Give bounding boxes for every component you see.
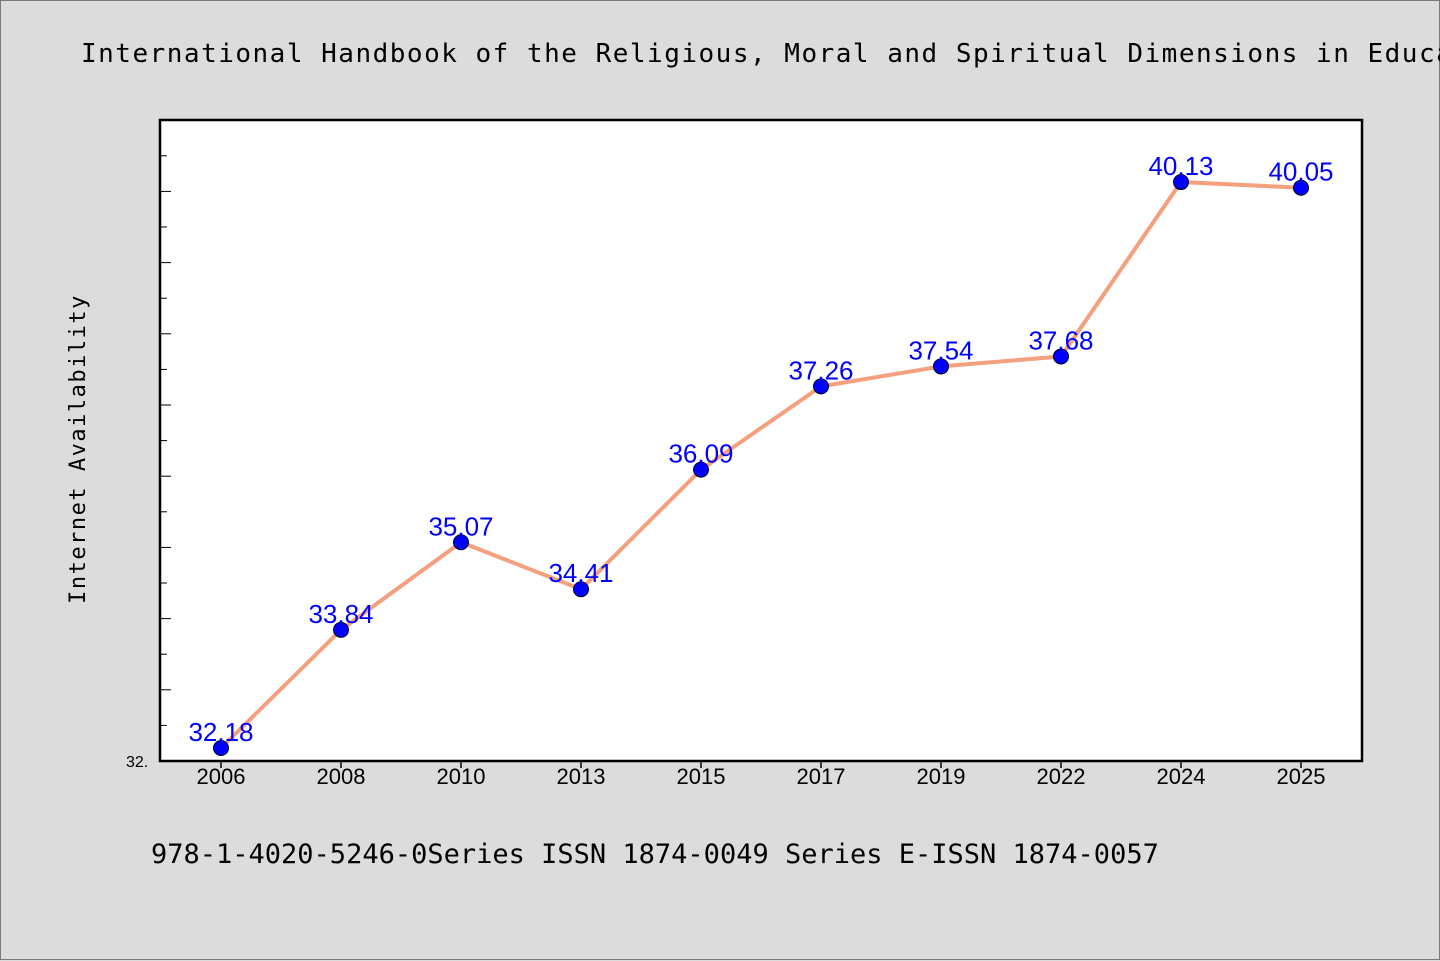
data-labels: 32.18 33.84 35.07 34.41 36.09 37.26 37.54 37.68… xyxy=(188,151,1333,747)
data-point xyxy=(693,461,709,478)
chart-title: International Handbook of the Religious,… xyxy=(81,39,1440,69)
data-label: 36.09 xyxy=(668,439,733,469)
data-label: 37.54 xyxy=(908,335,973,365)
series-line xyxy=(219,180,1302,750)
data-label: 33.84 xyxy=(308,599,373,629)
data-point xyxy=(213,740,229,756)
footer-identifiers: 978-1-4020-5246-0Series ISSN 1874-0049 S… xyxy=(151,839,1159,870)
data-label: 40.05 xyxy=(1268,157,1333,187)
data-label: 32.18 xyxy=(188,717,253,747)
x-tick-label: 2010 xyxy=(437,764,486,789)
x-axis-tick-labels: 2006 2008 2010 2013 2015 2017 2019 2022 2024 2025 xyxy=(197,764,1326,789)
x-tick-label: 2022 xyxy=(1037,764,1086,789)
data-label: 40.13 xyxy=(1148,151,1213,181)
data-point xyxy=(573,581,589,598)
data-point xyxy=(813,378,829,395)
x-tick-label: 2013 xyxy=(557,764,606,789)
y-axis-label: Internet Availability xyxy=(66,294,91,604)
data-point xyxy=(933,358,949,375)
data-label: 37.26 xyxy=(788,355,853,385)
x-tick-label: 2019 xyxy=(917,764,966,789)
data-point xyxy=(1053,348,1069,365)
data-point xyxy=(333,621,349,638)
data-point xyxy=(453,534,469,551)
data-point xyxy=(1293,179,1309,196)
x-tick-label: 2024 xyxy=(1157,764,1206,789)
x-tick-label: 2015 xyxy=(677,764,726,789)
plot-area xyxy=(158,118,1364,763)
x-axis-ticks xyxy=(220,761,1302,768)
y-axis-ticks xyxy=(161,155,171,762)
x-tick-label: 2017 xyxy=(797,764,846,789)
x-tick-label: 2006 xyxy=(197,764,246,789)
x-tick-label: 2025 xyxy=(1277,764,1326,789)
data-label: 37.68 xyxy=(1028,325,1093,355)
data-point xyxy=(1173,174,1189,191)
data-label: 35.07 xyxy=(428,511,493,541)
y-tick-label: 32. xyxy=(126,754,148,771)
data-label: 34.41 xyxy=(548,558,613,588)
x-tick-label: 2008 xyxy=(317,764,366,789)
series-internet-availability xyxy=(213,174,1309,756)
